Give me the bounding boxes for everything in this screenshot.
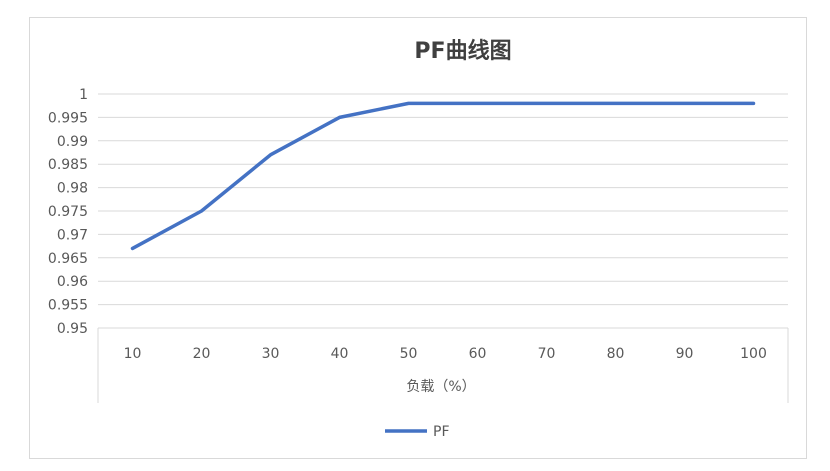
x-tick-label: 50 bbox=[400, 346, 418, 362]
x-axis-title: 负载（%） bbox=[406, 379, 475, 395]
x-tick-label: 30 bbox=[262, 346, 280, 362]
y-tick-label: 0.995 bbox=[48, 110, 88, 126]
y-tick-label: 0.99 bbox=[57, 134, 88, 150]
x-tick-labels: 10 20 30 40 50 60 70 80 90 100 bbox=[124, 346, 767, 362]
y-tick-label: 0.97 bbox=[57, 227, 88, 243]
y-tick-label: 0.985 bbox=[48, 157, 88, 173]
x-tick-label: 40 bbox=[331, 346, 349, 362]
legend-label: PF bbox=[433, 424, 450, 440]
x-tick-label: 10 bbox=[124, 346, 142, 362]
x-tick-label: 100 bbox=[740, 346, 767, 362]
series-lines bbox=[130, 101, 756, 251]
x-tick-label: 20 bbox=[193, 346, 211, 362]
y-tick-label: 0.95 bbox=[57, 321, 88, 337]
x-tick-label: 90 bbox=[676, 346, 694, 362]
legend: PF bbox=[385, 424, 450, 440]
x-tick-label: 60 bbox=[469, 346, 487, 362]
y-tick-label: 0.98 bbox=[57, 181, 88, 197]
y-tick-label: 0.965 bbox=[48, 251, 88, 267]
gridlines bbox=[98, 93, 788, 329]
series-line bbox=[130, 101, 756, 251]
y-tick-label: 0.955 bbox=[48, 298, 88, 314]
y-tick-label: 0.96 bbox=[57, 274, 88, 290]
chart-title: PF曲线图 bbox=[414, 38, 511, 64]
x-axis-box bbox=[97, 328, 789, 403]
x-tick-label: 80 bbox=[607, 346, 625, 362]
y-tick-label: 0.975 bbox=[48, 204, 88, 220]
y-tick-label: 1 bbox=[79, 87, 88, 103]
x-tick-label: 70 bbox=[538, 346, 556, 362]
y-tick-labels: 1 0.995 0.99 0.985 0.98 0.975 0.97 0.965 0.96 0.9… bbox=[48, 87, 88, 337]
chart-frame bbox=[29, 17, 807, 459]
